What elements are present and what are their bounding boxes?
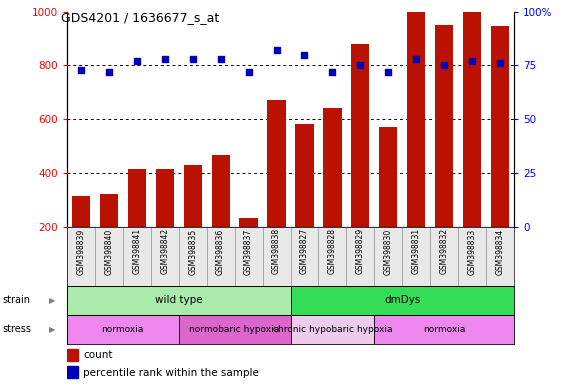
- Bar: [95, 227, 123, 286]
- Point: [412, 56, 421, 62]
- Point: [328, 69, 337, 75]
- Text: GSM398835: GSM398835: [188, 228, 197, 275]
- Bar: [290, 227, 318, 286]
- Text: normoxia: normoxia: [423, 325, 465, 334]
- Point: [76, 66, 85, 73]
- Bar: [352, 44, 370, 227]
- Bar: [71, 196, 90, 227]
- Text: GSM398841: GSM398841: [132, 228, 141, 275]
- Bar: [318, 227, 346, 286]
- Text: GSM398839: GSM398839: [76, 228, 85, 275]
- Point: [468, 58, 477, 64]
- Bar: [403, 227, 431, 286]
- Point: [216, 56, 225, 62]
- Bar: [463, 12, 481, 227]
- Text: GSM398836: GSM398836: [216, 228, 225, 275]
- Bar: [179, 315, 290, 344]
- Point: [104, 69, 113, 75]
- Bar: [431, 227, 458, 286]
- Point: [496, 60, 505, 66]
- Text: GSM398834: GSM398834: [496, 228, 505, 275]
- Bar: [374, 315, 514, 344]
- Bar: [128, 169, 146, 227]
- Point: [188, 56, 198, 62]
- Bar: [67, 286, 290, 315]
- Text: GSM398832: GSM398832: [440, 228, 449, 275]
- Point: [272, 47, 281, 53]
- Text: count: count: [83, 350, 112, 360]
- Bar: [184, 165, 202, 227]
- Point: [160, 56, 169, 62]
- Text: GSM398838: GSM398838: [272, 228, 281, 275]
- Bar: [407, 12, 425, 227]
- Text: GSM398830: GSM398830: [384, 228, 393, 275]
- Bar: [379, 127, 397, 227]
- Bar: [290, 315, 374, 344]
- Bar: [435, 25, 453, 227]
- Text: GSM398833: GSM398833: [468, 228, 477, 275]
- Bar: [324, 108, 342, 227]
- Bar: [123, 227, 150, 286]
- Text: chronic hypobaric hypoxia: chronic hypobaric hypoxia: [272, 325, 392, 334]
- Bar: [491, 26, 510, 227]
- Bar: [156, 169, 174, 227]
- Bar: [67, 227, 95, 286]
- Text: GSM398842: GSM398842: [160, 228, 169, 275]
- Text: GSM398828: GSM398828: [328, 228, 337, 274]
- Bar: [267, 100, 286, 227]
- Text: strain: strain: [3, 295, 31, 306]
- Bar: [211, 155, 229, 227]
- Bar: [486, 227, 514, 286]
- Bar: [100, 194, 118, 227]
- Text: normobaric hypoxia: normobaric hypoxia: [189, 325, 279, 334]
- Bar: [263, 227, 290, 286]
- Text: ▶: ▶: [49, 325, 56, 334]
- Text: wild type: wild type: [155, 295, 202, 306]
- Bar: [346, 227, 374, 286]
- Bar: [235, 227, 263, 286]
- Bar: [295, 124, 314, 227]
- Bar: [67, 349, 77, 361]
- Point: [383, 69, 393, 75]
- Bar: [67, 315, 179, 344]
- Text: GSM398827: GSM398827: [300, 228, 309, 275]
- Text: GSM398840: GSM398840: [104, 228, 113, 275]
- Text: normoxia: normoxia: [102, 325, 144, 334]
- Point: [132, 58, 141, 64]
- Bar: [374, 227, 403, 286]
- Text: ▶: ▶: [49, 296, 56, 305]
- Point: [356, 62, 365, 68]
- Bar: [458, 227, 486, 286]
- Point: [300, 51, 309, 58]
- Text: stress: stress: [3, 324, 32, 334]
- Bar: [207, 227, 235, 286]
- Text: dmDys: dmDys: [384, 295, 421, 306]
- Text: GSM398831: GSM398831: [412, 228, 421, 275]
- Bar: [239, 218, 257, 227]
- Text: GSM398837: GSM398837: [244, 228, 253, 275]
- Text: GDS4201 / 1636677_s_at: GDS4201 / 1636677_s_at: [61, 12, 219, 25]
- Bar: [179, 227, 207, 286]
- Bar: [290, 286, 514, 315]
- Bar: [150, 227, 179, 286]
- Text: GSM398829: GSM398829: [356, 228, 365, 275]
- Point: [440, 62, 449, 68]
- Point: [244, 69, 253, 75]
- Text: percentile rank within the sample: percentile rank within the sample: [83, 367, 259, 377]
- Bar: [67, 366, 77, 379]
